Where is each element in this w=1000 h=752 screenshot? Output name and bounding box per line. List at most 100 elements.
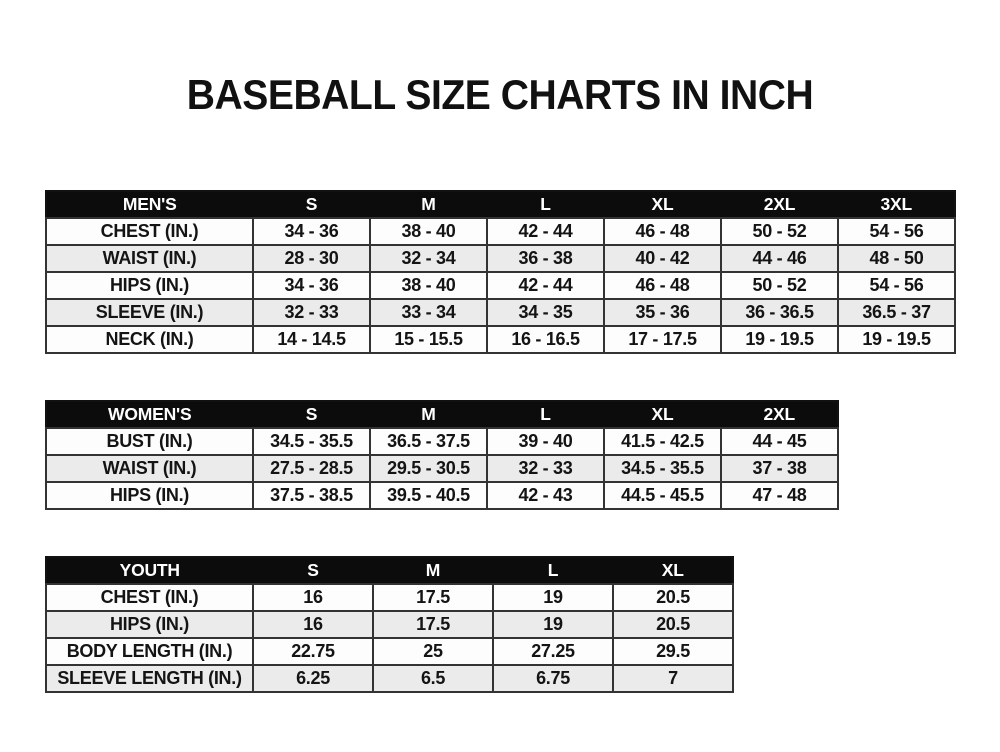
size-value: 41.5 - 42.5 bbox=[603, 427, 722, 456]
size-value: 32 - 33 bbox=[486, 454, 605, 483]
youth-header-row: YOUTH S M L XL bbox=[45, 556, 734, 585]
size-value: 14 - 14.5 bbox=[252, 325, 371, 354]
size-value: 20.5 bbox=[612, 583, 734, 612]
mens-size-table: MEN'S S M L XL 2XL 3XL CHEST (IN.) 34 - 36 38 - 4… bbox=[45, 190, 956, 354]
youth-size-table-container: YOUTH S M L XL CHEST (IN.) 16 17.5 19 20.5 HIPS (I… bbox=[45, 556, 734, 693]
size-value: 34.5 - 35.5 bbox=[252, 427, 371, 456]
womens-col-header-l: L bbox=[486, 400, 605, 429]
size-value: 44.5 - 45.5 bbox=[603, 481, 722, 510]
size-value: 28 - 30 bbox=[252, 244, 371, 273]
row-label: SLEEVE LENGTH (IN.) bbox=[45, 664, 254, 693]
table-row: CHEST (IN.) 16 17.5 19 20.5 bbox=[45, 583, 734, 612]
table-row: BODY LENGTH (IN.) 22.75 25 27.25 29.5 bbox=[45, 637, 734, 666]
size-value: 6.25 bbox=[252, 664, 374, 693]
size-value: 36 - 36.5 bbox=[720, 298, 839, 327]
mens-col-header-s: S bbox=[252, 190, 371, 219]
table-row: CHEST (IN.) 34 - 36 38 - 40 42 - 44 46 - 48 5… bbox=[45, 217, 956, 246]
size-value: 29.5 bbox=[612, 637, 734, 666]
page-title: BASEBALL SIZE CHARTS IN INCH bbox=[186, 71, 814, 118]
row-label: BODY LENGTH (IN.) bbox=[45, 637, 254, 666]
size-value: 39 - 40 bbox=[486, 427, 605, 456]
youth-group-label: YOUTH bbox=[45, 556, 254, 585]
size-value: 17.5 bbox=[372, 610, 494, 639]
mens-header-row: MEN'S S M L XL 2XL 3XL bbox=[45, 190, 956, 219]
womens-col-header-2xl: 2XL bbox=[720, 400, 839, 429]
size-value: 42 - 43 bbox=[486, 481, 605, 510]
table-row: SLEEVE (IN.) 32 - 33 33 - 34 34 - 35 35 - 36… bbox=[45, 298, 956, 327]
youth-col-header-s: S bbox=[252, 556, 374, 585]
size-value: 44 - 45 bbox=[720, 427, 839, 456]
size-value: 38 - 40 bbox=[369, 271, 488, 300]
table-row: NECK (IN.) 14 - 14.5 15 - 15.5 16 - 16.5 17 … bbox=[45, 325, 956, 354]
table-row: WAIST (IN.) 27.5 - 28.5 29.5 - 30.5 32 - 33… bbox=[45, 454, 839, 483]
mens-col-header-xl: XL bbox=[603, 190, 722, 219]
size-value: 27.25 bbox=[492, 637, 614, 666]
mens-size-table-container: MEN'S S M L XL 2XL 3XL CHEST (IN.) 34 - 36 38 - 4… bbox=[45, 190, 956, 354]
size-value: 27.5 - 28.5 bbox=[252, 454, 371, 483]
size-value: 50 - 52 bbox=[720, 271, 839, 300]
size-value: 6.5 bbox=[372, 664, 494, 693]
size-value: 48 - 50 bbox=[837, 244, 956, 273]
mens-col-header-m: M bbox=[369, 190, 488, 219]
size-value: 19 bbox=[492, 610, 614, 639]
size-value: 36.5 - 37.5 bbox=[369, 427, 488, 456]
table-row: HIPS (IN.) 34 - 36 38 - 40 42 - 44 46 - 48 50… bbox=[45, 271, 956, 300]
size-value: 54 - 56 bbox=[837, 271, 956, 300]
row-label: NECK (IN.) bbox=[45, 325, 254, 354]
size-value: 35 - 36 bbox=[603, 298, 722, 327]
womens-col-header-xl: XL bbox=[603, 400, 722, 429]
size-value: 19 bbox=[492, 583, 614, 612]
womens-size-table: WOMEN'S S M L XL 2XL BUST (IN.) 34.5 - 35.5 36.5… bbox=[45, 400, 839, 510]
size-value: 20.5 bbox=[612, 610, 734, 639]
mens-col-header-l: L bbox=[486, 190, 605, 219]
youth-col-header-m: M bbox=[372, 556, 494, 585]
size-value: 19 - 19.5 bbox=[720, 325, 839, 354]
table-row: WAIST (IN.) 28 - 30 32 - 34 36 - 38 40 - 42 4… bbox=[45, 244, 956, 273]
size-value: 37.5 - 38.5 bbox=[252, 481, 371, 510]
size-value: 50 - 52 bbox=[720, 217, 839, 246]
size-value: 16 bbox=[252, 583, 374, 612]
mens-col-header-2xl: 2XL bbox=[720, 190, 839, 219]
size-value: 33 - 34 bbox=[369, 298, 488, 327]
table-row: HIPS (IN.) 37.5 - 38.5 39.5 - 40.5 42 - 43 4… bbox=[45, 481, 839, 510]
size-value: 39.5 - 40.5 bbox=[369, 481, 488, 510]
row-label: HIPS (IN.) bbox=[45, 610, 254, 639]
size-value: 15 - 15.5 bbox=[369, 325, 488, 354]
womens-group-label: WOMEN'S bbox=[45, 400, 254, 429]
size-value: 36 - 38 bbox=[486, 244, 605, 273]
size-value: 42 - 44 bbox=[486, 271, 605, 300]
womens-col-header-s: S bbox=[252, 400, 371, 429]
size-value: 16 bbox=[252, 610, 374, 639]
size-value: 46 - 48 bbox=[603, 271, 722, 300]
size-value: 25 bbox=[372, 637, 494, 666]
table-row: HIPS (IN.) 16 17.5 19 20.5 bbox=[45, 610, 734, 639]
size-value: 46 - 48 bbox=[603, 217, 722, 246]
womens-col-header-m: M bbox=[369, 400, 488, 429]
size-value: 34 - 35 bbox=[486, 298, 605, 327]
row-label: WAIST (IN.) bbox=[45, 244, 254, 273]
youth-col-header-xl: XL bbox=[612, 556, 734, 585]
womens-header-row: WOMEN'S S M L XL 2XL bbox=[45, 400, 839, 429]
row-label: HIPS (IN.) bbox=[45, 271, 254, 300]
mens-col-header-3xl: 3XL bbox=[837, 190, 956, 219]
womens-size-table-container: WOMEN'S S M L XL 2XL BUST (IN.) 34.5 - 35.5 36.5… bbox=[45, 400, 839, 510]
youth-col-header-l: L bbox=[492, 556, 614, 585]
size-value: 17 - 17.5 bbox=[603, 325, 722, 354]
row-label: BUST (IN.) bbox=[45, 427, 254, 456]
size-value: 6.75 bbox=[492, 664, 614, 693]
size-value: 34.5 - 35.5 bbox=[603, 454, 722, 483]
size-value: 40 - 42 bbox=[603, 244, 722, 273]
size-value: 32 - 34 bbox=[369, 244, 488, 273]
size-value: 29.5 - 30.5 bbox=[369, 454, 488, 483]
row-label: SLEEVE (IN.) bbox=[45, 298, 254, 327]
youth-size-table: YOUTH S M L XL CHEST (IN.) 16 17.5 19 20.5 HIPS (I… bbox=[45, 556, 734, 693]
size-value: 44 - 46 bbox=[720, 244, 839, 273]
size-value: 17.5 bbox=[372, 583, 494, 612]
row-label: HIPS (IN.) bbox=[45, 481, 254, 510]
size-value: 7 bbox=[612, 664, 734, 693]
row-label: CHEST (IN.) bbox=[45, 217, 254, 246]
size-value: 54 - 56 bbox=[837, 217, 956, 246]
table-row: SLEEVE LENGTH (IN.) 6.25 6.5 6.75 7 bbox=[45, 664, 734, 693]
size-value: 19 - 19.5 bbox=[837, 325, 956, 354]
table-row: BUST (IN.) 34.5 - 35.5 36.5 - 37.5 39 - 40 4… bbox=[45, 427, 839, 456]
